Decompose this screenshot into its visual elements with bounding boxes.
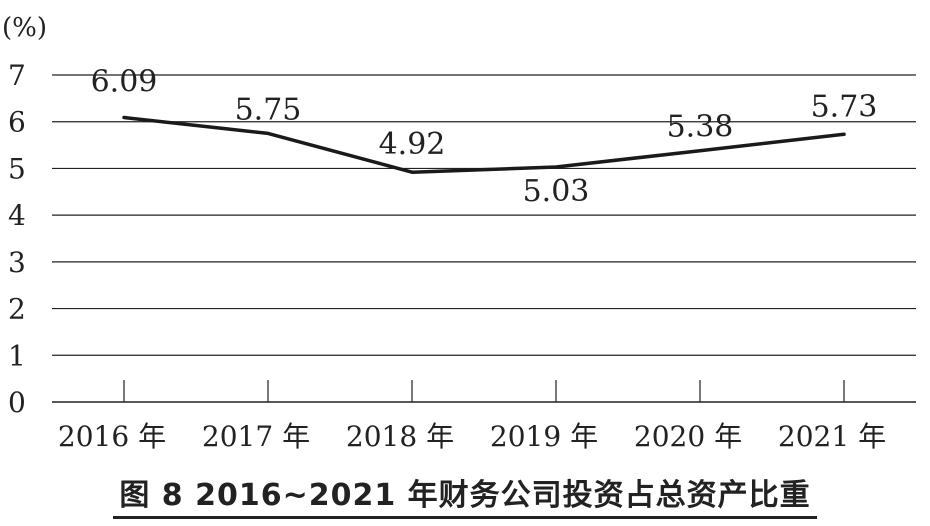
y-tick-label-0: 0 xyxy=(8,386,26,419)
line-chart: (%) 0 1 2 3 4 5 6 7 2016 年 2017 年 2018 年 2019 年 202… xyxy=(2,13,916,453)
data-label-1: 5.75 xyxy=(235,92,302,127)
x-tick-label-1: 2017 年 xyxy=(202,420,310,453)
y-tick-label-6: 6 xyxy=(8,106,26,139)
y-axis-unit-label: (%) xyxy=(2,13,47,43)
y-tick-label-2: 2 xyxy=(8,293,26,326)
series-line xyxy=(122,115,846,174)
y-tick-labels: 0 1 2 3 4 5 6 7 xyxy=(8,59,26,419)
data-label-4: 5.38 xyxy=(667,110,734,145)
y-tick-label-7: 7 xyxy=(8,59,26,92)
x-ticks: 2016 年 2017 年 2018 年 2019 年 2020 年 2021 年 xyxy=(58,380,886,453)
series-group xyxy=(122,115,846,174)
figure-caption-wrap: 图 8 2016~2021 年财务公司投资占总资产比重 xyxy=(0,470,930,519)
x-tick-label-2: 2018 年 xyxy=(346,420,454,453)
y-tick-label-1: 1 xyxy=(8,339,26,372)
y-tick-label-4: 4 xyxy=(8,199,26,232)
x-tick-label-0: 2016 年 xyxy=(58,420,166,453)
x-tick-label-4: 2020 年 xyxy=(634,420,742,453)
data-label-5: 5.73 xyxy=(811,89,878,124)
data-label-3: 5.03 xyxy=(523,174,590,209)
x-tick-label-5: 2021 年 xyxy=(778,420,886,453)
data-label-0: 6.09 xyxy=(91,65,158,100)
data-label-2: 4.92 xyxy=(379,127,446,162)
y-tick-label-3: 3 xyxy=(8,246,26,279)
figure-caption: 图 8 2016~2021 年财务公司投资占总资产比重 xyxy=(113,470,817,519)
data-labels: 6.09 5.75 4.92 5.03 5.38 5.73 xyxy=(91,65,878,210)
y-tick-label-5: 5 xyxy=(8,152,26,185)
x-tick-label-3: 2019 年 xyxy=(490,420,598,453)
